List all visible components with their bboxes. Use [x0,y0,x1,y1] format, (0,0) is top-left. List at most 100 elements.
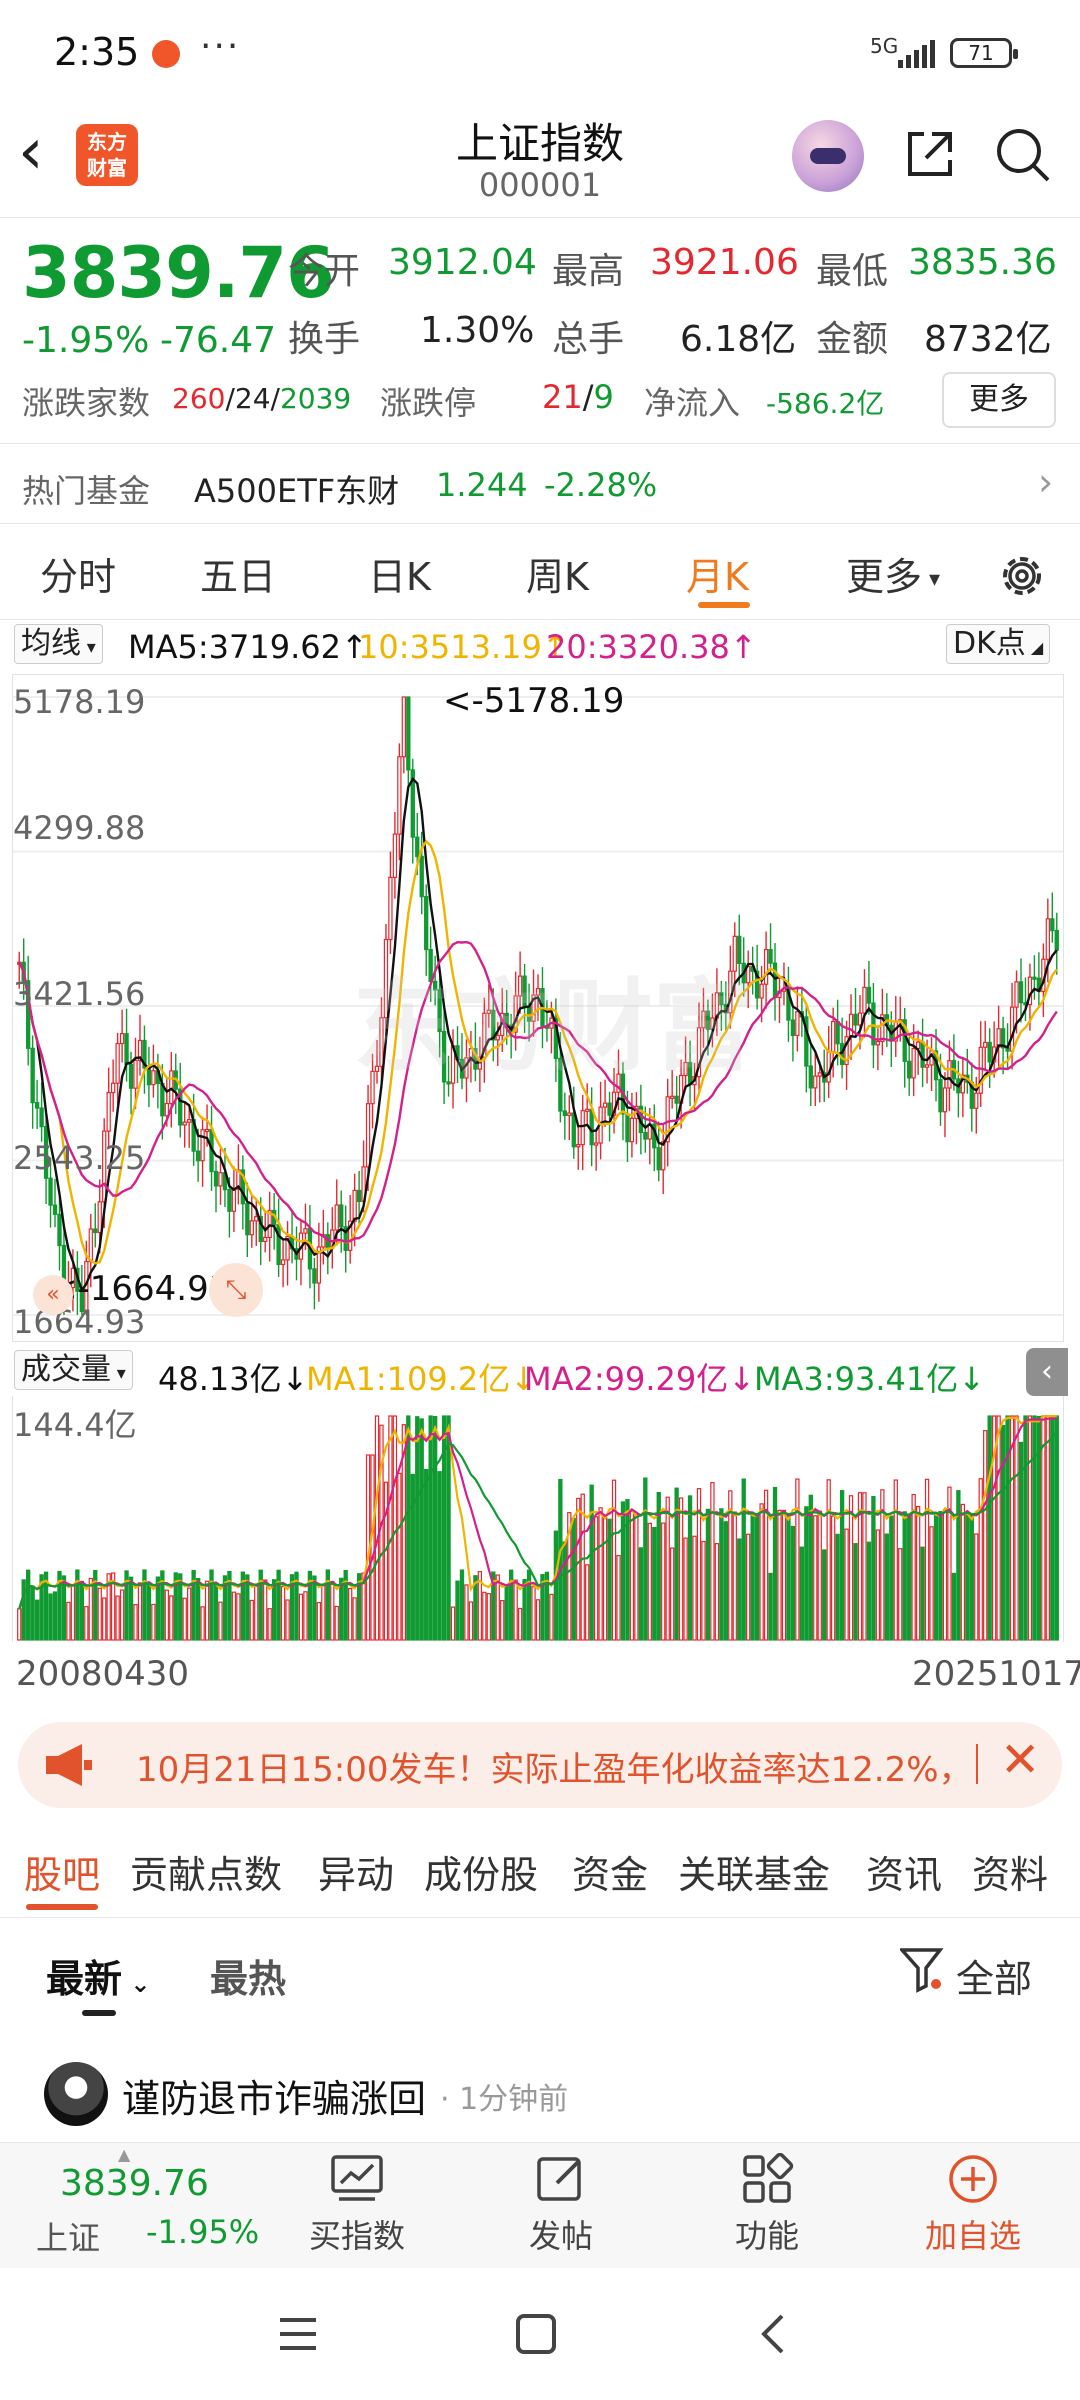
tab-news[interactable]: 资讯 [866,1853,943,1897]
candle-body [30,1047,35,1104]
tab-contribution[interactable]: 贡献点数 [130,1853,283,1897]
bottom-action-bar: ▲ 3839.76 上证 -1.95% 买指数 发帖 功能 加自 [0,2142,1080,2268]
tab-funds-flow[interactable]: 资金 [572,1853,649,1897]
feed-sort-bar: 最新 ⌄ 最热 全部 [0,1918,1080,2028]
volume-bar [361,1572,366,1641]
volume-bar [513,1579,518,1641]
volume-bar [75,1569,80,1641]
volume-bar [562,1541,567,1641]
avatar[interactable] [44,2062,108,2126]
volume-bar [146,1582,152,1641]
tab-forum[interactable]: 股吧 [24,1853,101,1897]
candle-body [39,1107,44,1128]
inflow-value: -586.2亿 [766,387,885,420]
breadth-label: 涨跌家数 [22,384,151,422]
battery-icon: 71 [950,38,1018,68]
volume-bar [1005,1415,1010,1641]
candle-body [629,1117,635,1143]
volume-selector[interactable]: 成交量 ▾ [14,1350,133,1390]
candle-body [871,1002,876,1046]
candle-body [52,1204,58,1215]
filter-all[interactable]: 全部 [956,1957,1033,2001]
volume-svg[interactable] [13,1396,1063,1642]
volume-bar [164,1589,169,1641]
back-icon[interactable]: ‹ [18,115,44,189]
volume-bar [263,1579,268,1641]
tab-weekly-k[interactable]: 周K [526,555,589,599]
filter-icon[interactable] [900,1946,944,1994]
candle-body [48,1177,53,1206]
volume-bar [298,1593,304,1641]
functions-button[interactable]: 功能 [702,2153,832,2263]
add-watchlist-button[interactable]: 加自选 [908,2153,1038,2263]
back-nav-icon[interactable] [752,2312,796,2356]
volume-bar [307,1570,313,1641]
sort-newest[interactable]: 最新 ⌄ [46,1957,151,2001]
candle-body [410,769,415,838]
volume-bar [424,1469,429,1641]
hot-fund-row[interactable]: 热门基金 A500ETF东财 1.244 -2.28% › [0,448,1080,524]
tab-five-day[interactable]: 五日 [200,555,277,599]
scroll-left-icon[interactable]: « [33,1275,73,1315]
home-icon[interactable] [514,2312,558,2356]
tab-profile[interactable]: 资料 [972,1853,1049,1897]
more-button[interactable]: 更多 [942,372,1056,428]
volume-chart[interactable]: 144.4亿 [12,1396,1064,1642]
indicator-selector[interactable]: 均线 ▾ [14,624,103,664]
tab-more[interactable]: 更多 ▾ [846,555,941,599]
volume-bar [817,1510,822,1641]
forum-post[interactable]: 谨防退市诈骗涨回 · 1分钟前 [0,2048,1080,2138]
tab-daily-k[interactable]: 日K [368,555,431,599]
candle-body [419,855,424,898]
volume-ma2: MA2:99.29亿↓ [524,1360,756,1398]
candle-body [911,1047,916,1079]
volume-bar [124,1570,129,1641]
expand-icon[interactable]: ⤡ [209,1263,263,1317]
volume-bar [772,1486,778,1641]
candle-body [983,1041,988,1048]
candle-body [683,1061,688,1077]
kline-chart[interactable]: 5178.19 4299.88 3421.56 2543.25 1664.93 … [12,674,1064,1342]
search-icon[interactable] [994,126,1052,184]
tab-constituents[interactable]: 成份股 [424,1853,539,1897]
candle-body [57,1213,62,1247]
candle-body [848,1013,854,1038]
buy-index-button[interactable]: 买指数 [292,2153,422,2263]
post-button[interactable]: 发帖 [496,2153,626,2263]
share-icon[interactable] [904,128,956,180]
candle-body [115,1042,120,1084]
grid-icon [743,2153,794,2203]
volume-bar [178,1573,183,1641]
gear-icon[interactable] [996,550,1048,602]
tab-related-funds[interactable]: 关联基金 [678,1853,831,1897]
volume-bar [245,1574,250,1641]
tab-intraday[interactable]: 分时 [40,555,117,599]
candle-body [661,1141,666,1171]
volume-bar [589,1484,594,1641]
close-icon[interactable]: ✕ [1000,1732,1041,1788]
candle-body [593,1142,599,1146]
menu-icon[interactable] [276,2314,320,2354]
volume-bar [392,1415,398,1641]
promo-banner[interactable]: 10月21日15:00发车！实际止盈年化收益率达12.2%， ✕ [18,1722,1062,1808]
volume-bar [933,1513,939,1641]
tab-movement[interactable]: 异动 [318,1853,395,1897]
volume-bar [93,1569,98,1641]
volume-bar [21,1579,26,1641]
kline-svg[interactable] [13,675,1063,1341]
dk-point-selector[interactable]: DK点 ◢ [946,624,1051,664]
volume-bar [303,1591,308,1641]
volume-bar [571,1517,576,1641]
ma20-line [18,940,1058,1244]
volume-bar [907,1516,912,1641]
tab-monthly-k[interactable]: 月K [686,555,749,599]
sort-hottest[interactable]: 最热 [210,1957,287,2001]
volume-bar [687,1495,693,1641]
volume-bar [79,1580,85,1641]
assistant-avatar-icon[interactable] [792,120,864,192]
stock-code: 000001 [478,166,602,204]
post-username[interactable]: 谨防退市诈骗涨回 [122,2077,427,2121]
volume-bar [544,1571,550,1641]
candle-body [124,1033,129,1065]
collapse-panel-icon[interactable]: ‹ [1026,1348,1068,1396]
